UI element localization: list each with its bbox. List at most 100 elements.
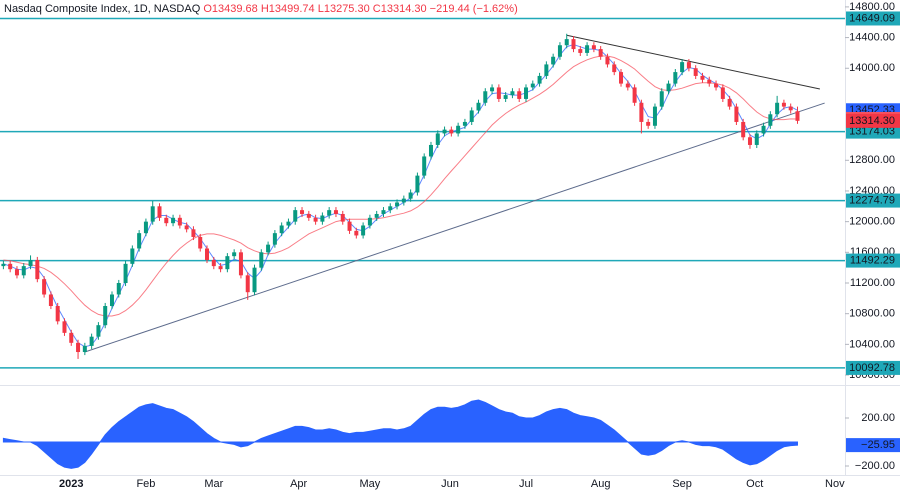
candle-body: [517, 91, 522, 99]
candle-body: [35, 259, 40, 280]
candle-body: [591, 45, 596, 50]
candle-body: [150, 206, 155, 222]
candle-body: [286, 221, 291, 226]
candle-body: [225, 256, 230, 270]
candle-body: [652, 106, 657, 126]
level-label-box: [846, 124, 900, 139]
candle-body: [123, 263, 128, 283]
candle-body: [137, 233, 142, 249]
y-tick-label: 11200.00: [850, 277, 895, 289]
candle-body: [164, 217, 169, 224]
x-tick-label: May: [360, 478, 381, 490]
candle-body: [605, 56, 610, 65]
candle-body: [266, 244, 271, 253]
change: −219.44 (−1.62%): [430, 3, 518, 15]
candle-body: [205, 248, 210, 260]
candle-body: [130, 248, 135, 264]
candle-body: [598, 49, 603, 57]
chart-header: Nasdaq Composite Index, 1D, NASDAQ O1343…: [4, 3, 518, 15]
candle-body: [625, 83, 630, 88]
candle-body: [673, 72, 678, 84]
level-label: 10092.78: [849, 362, 895, 374]
candle-body: [476, 102, 481, 111]
level-label-box: [846, 253, 900, 268]
x-tick-label: Feb: [136, 478, 155, 490]
candle-body: [374, 213, 379, 218]
candle-body: [639, 102, 644, 122]
candle-body: [415, 175, 420, 193]
candle-body: [340, 213, 345, 222]
candle-body: [252, 267, 257, 293]
x-tick-label: Sep: [672, 478, 692, 490]
candle-body: [232, 252, 237, 257]
price-label: 13314.30: [849, 115, 895, 127]
candle-body: [747, 137, 752, 145]
candle-body: [788, 106, 793, 111]
candle-body: [395, 202, 400, 207]
candle-body: [557, 45, 562, 57]
candle-body: [333, 210, 338, 214]
candle-body: [82, 345, 87, 353]
candle-body: [272, 233, 277, 245]
axes: 14800.0014400.0014000.0012800.0012400.00…: [59, 1, 900, 490]
candle-body: [116, 282, 121, 295]
candle-body: [700, 75, 705, 80]
level-label-box: [846, 11, 900, 26]
trendline: [84, 102, 825, 353]
osc-last-label: −25.95: [861, 439, 895, 451]
candle-body: [449, 129, 454, 134]
candle-body: [422, 156, 427, 176]
candle-body: [612, 64, 617, 73]
candle-body: [428, 144, 433, 157]
candle-body: [619, 72, 624, 84]
candle-body: [551, 56, 556, 65]
x-tick-label: Nov: [825, 478, 845, 490]
low: L13275.30: [318, 3, 370, 15]
candle-body: [171, 217, 176, 224]
candle-body: [177, 217, 182, 226]
candle-body: [198, 236, 203, 249]
candle-body: [306, 213, 311, 218]
osc-tick-label: −200.00: [855, 460, 895, 472]
level-label: 11492.29: [850, 254, 895, 266]
candle-body: [666, 83, 671, 92]
candle-body: [42, 279, 47, 295]
candle-body: [571, 39, 576, 50]
candle-body: [659, 91, 664, 107]
candle-body: [401, 198, 406, 203]
candle-body: [483, 91, 488, 103]
candle-body: [211, 259, 216, 267]
candle-body: [456, 125, 461, 134]
y-tick-label: 12800.00: [849, 154, 895, 166]
plot: [0, 17, 845, 469]
candle-body: [578, 49, 583, 53]
candle-body: [218, 266, 223, 270]
candle-body: [327, 210, 332, 216]
x-tick-label: Jul: [519, 478, 533, 490]
level-label: 14649.09: [849, 12, 895, 24]
x-tick-label: Apr: [290, 478, 307, 490]
candle-body: [537, 75, 542, 84]
symbol: Nasdaq Composite Index, 1D, NASDAQ: [4, 3, 201, 15]
candle-body: [585, 45, 590, 53]
candle-body: [707, 79, 712, 84]
candle-body: [245, 275, 250, 293]
candle-body: [361, 225, 366, 236]
y-tick-label: 12000.00: [849, 216, 895, 228]
candle-body: [320, 215, 325, 222]
candle-body: [109, 294, 114, 307]
candle-body: [21, 266, 26, 276]
candle-body: [686, 62, 691, 69]
candle-body: [530, 83, 535, 88]
candle-body: [69, 332, 74, 343]
candle-body: [632, 87, 637, 103]
candle-body: [48, 294, 53, 307]
candle-body: [680, 62, 685, 73]
candle-body: [741, 121, 746, 138]
candle-body: [781, 102, 786, 107]
candle-body: [408, 192, 413, 199]
open: O13439.68: [203, 3, 257, 15]
candle-body: [259, 252, 264, 268]
y-tick-label: 10400.00: [849, 338, 895, 350]
candle-body: [354, 230, 359, 236]
